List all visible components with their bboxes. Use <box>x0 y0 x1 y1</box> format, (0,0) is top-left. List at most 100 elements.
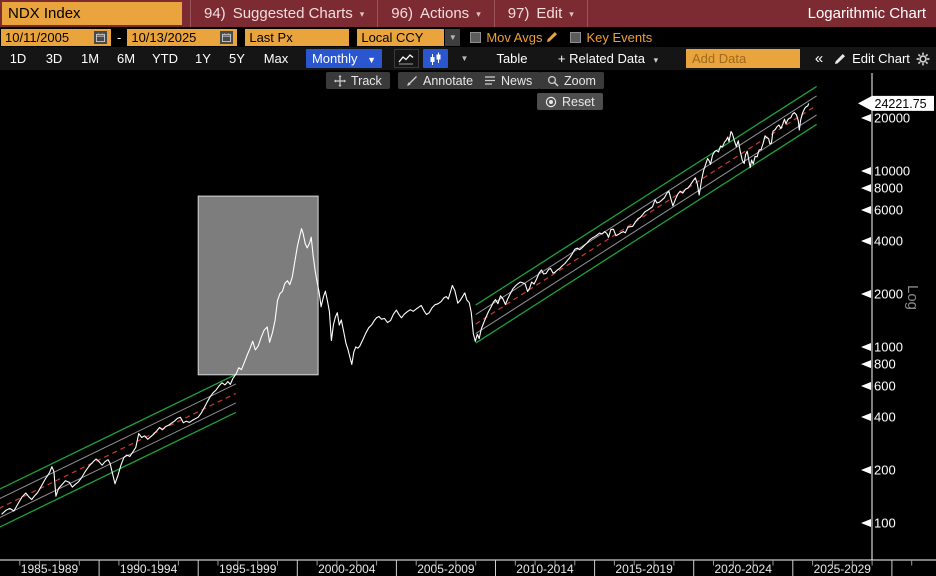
range-button-1m[interactable]: 1M <box>80 51 100 66</box>
log-scale-label: Log <box>904 285 921 310</box>
mov-avgs-pencil-icon[interactable] <box>546 31 558 43</box>
zoom-button[interactable]: Zoom <box>539 72 604 89</box>
settings-gear-button[interactable] <box>912 49 934 68</box>
menu-actions[interactable]: 96) Actions ▾ <box>377 0 493 27</box>
price-series <box>1 103 810 515</box>
calendar-icon[interactable] <box>220 30 234 44</box>
svg-text:800: 800 <box>874 357 896 372</box>
caret-down-icon: ▼ <box>367 55 377 65</box>
chevron-down-icon: ▾ <box>359 9 365 19</box>
magnifier-icon <box>547 75 559 87</box>
svg-text:2025-2029: 2025-2029 <box>814 562 872 576</box>
collapse-panel-button[interactable]: « <box>814 50 824 67</box>
menu-suggested-charts[interactable]: 94) Suggested Charts ▾ <box>190 0 377 27</box>
svg-text:400: 400 <box>874 410 896 425</box>
chart-plot-area[interactable]: 1985-1989 1990-1994 1995-1999 2000-2004 2005… <box>0 70 936 576</box>
related-data-label: + Related Data <box>557 51 645 66</box>
page-title: Logarithmic Chart <box>807 5 926 22</box>
svg-text:10000: 10000 <box>874 164 910 179</box>
chevron-down-icon: ▾ <box>476 9 481 19</box>
menu-label: Suggested Charts <box>232 5 353 22</box>
table-button[interactable]: Table <box>496 51 528 66</box>
news-lines-icon <box>485 76 495 85</box>
svg-text:2010-2014: 2010-2014 <box>516 562 574 576</box>
y-axis: 20000 10000 8000 6000 4000 2000 1000 800 600 400 2… <box>861 73 921 560</box>
edit-chart-button[interactable]: Edit Chart <box>834 49 910 68</box>
reset-button[interactable]: Reset <box>537 93 603 110</box>
regression-channel-1 <box>0 373 237 528</box>
currency-dropdown-button[interactable]: ▼ <box>445 28 461 46</box>
svg-text:24221.75: 24221.75 <box>875 97 927 111</box>
candlestick-icon <box>430 52 441 65</box>
currency-field[interactable]: Local CCY <box>357 28 445 46</box>
track-label: Track <box>351 73 382 88</box>
mov-avgs-checkbox[interactable] <box>470 31 482 43</box>
svg-text:6000: 6000 <box>874 203 903 218</box>
track-crosshair-icon <box>334 74 346 87</box>
date-from-value: 10/11/2005 <box>5 29 70 45</box>
price-type-field[interactable]: Last Px <box>245 28 350 46</box>
range-button-1y[interactable]: 1Y <box>195 51 211 66</box>
price-chart-canvas[interactable]: 1985-1989 1990-1994 1995-1999 2000-2004 2005… <box>0 70 936 576</box>
svg-text:2005-2009: 2005-2009 <box>417 562 475 576</box>
news-label: News <box>501 73 533 88</box>
range-button-3d[interactable]: 3D <box>45 51 63 66</box>
zoom-label: Zoom <box>564 73 596 88</box>
top-menu-bar: NDX Index 94) Suggested Charts ▾ 96) Act… <box>0 0 936 27</box>
range-button-6m[interactable]: 6M <box>116 51 136 66</box>
range-button-max[interactable]: Max <box>263 51 289 66</box>
chart-controls-row: 10/11/2005 - 10/13/2025 Last Px Local CC… <box>0 27 936 47</box>
period-dropdown[interactable]: Monthly ▼ <box>306 49 382 68</box>
svg-text:2000-2004: 2000-2004 <box>318 562 376 576</box>
add-data-input[interactable]: Add Data <box>686 49 800 68</box>
caret-down-icon: ▾ <box>653 55 659 65</box>
reset-target-icon <box>545 96 557 107</box>
last-price-tag: 24221.75 <box>858 95 934 111</box>
chart-type-caret-button[interactable]: ▼ <box>452 49 477 68</box>
svg-text:200: 200 <box>874 463 896 478</box>
key-events-label: Key Events <box>586 29 653 45</box>
svg-text:2015-2019: 2015-2019 <box>615 562 673 576</box>
caret-down-icon: ▼ <box>460 54 469 63</box>
svg-text:2000: 2000 <box>874 287 903 302</box>
svg-text:4000: 4000 <box>874 234 903 249</box>
candle-chart-type-button[interactable] <box>423 49 448 68</box>
date-from-field[interactable]: 10/11/2005 <box>1 28 111 46</box>
calendar-icon[interactable] <box>94 30 107 44</box>
period-value: Monthly <box>311 51 358 66</box>
menu-edit[interactable]: 97) Edit ▾ <box>493 0 588 27</box>
svg-text:20000: 20000 <box>874 111 910 126</box>
range-button-1d[interactable]: 1D <box>9 51 27 66</box>
chart-toolbar-row: 1D 3D 1M 6M YTD 1Y 5Y Max Monthly ▼ ▼ Ta… <box>0 47 936 70</box>
x-axis: 1985-1989 1990-1994 1995-1999 2000-2004 2005… <box>0 559 936 576</box>
svg-text:1990-1994: 1990-1994 <box>120 562 178 576</box>
security-ticker-input[interactable]: NDX Index <box>2 2 182 25</box>
caret-down-icon: ▼ <box>448 32 457 42</box>
date-to-field[interactable]: 10/13/2025 <box>127 28 238 46</box>
range-button-ytd[interactable]: YTD <box>152 51 178 66</box>
regression-channel-2 <box>475 85 817 344</box>
menu-number: 96) <box>391 5 413 22</box>
svg-text:100: 100 <box>874 516 896 531</box>
svg-text:2020-2024: 2020-2024 <box>715 562 773 576</box>
annotate-label: Annotate <box>423 73 474 88</box>
menu-number: 94) <box>204 5 226 22</box>
zoom-selection-box[interactable] <box>197 195 319 376</box>
chevron-down-icon: ▾ <box>569 9 574 19</box>
track-button[interactable]: Track <box>326 72 390 89</box>
annotate-button[interactable]: Annotate <box>398 72 482 89</box>
line-chart-type-button[interactable] <box>394 49 419 68</box>
date-to-value: 10/13/2025 <box>131 29 197 45</box>
svg-text:8000: 8000 <box>874 181 903 196</box>
news-button[interactable]: News <box>476 72 541 89</box>
range-button-5y[interactable]: 5Y <box>229 51 245 66</box>
annotate-line-icon <box>407 75 417 86</box>
price-type-value: Last Px <box>249 29 293 45</box>
related-data-button[interactable]: + Related Data ▾ <box>548 49 668 68</box>
key-events-checkbox[interactable] <box>570 31 582 43</box>
gear-icon <box>916 52 930 65</box>
currency-value: Local CCY <box>361 29 424 45</box>
line-chart-icon <box>398 53 414 64</box>
svg-text:600: 600 <box>874 379 896 394</box>
